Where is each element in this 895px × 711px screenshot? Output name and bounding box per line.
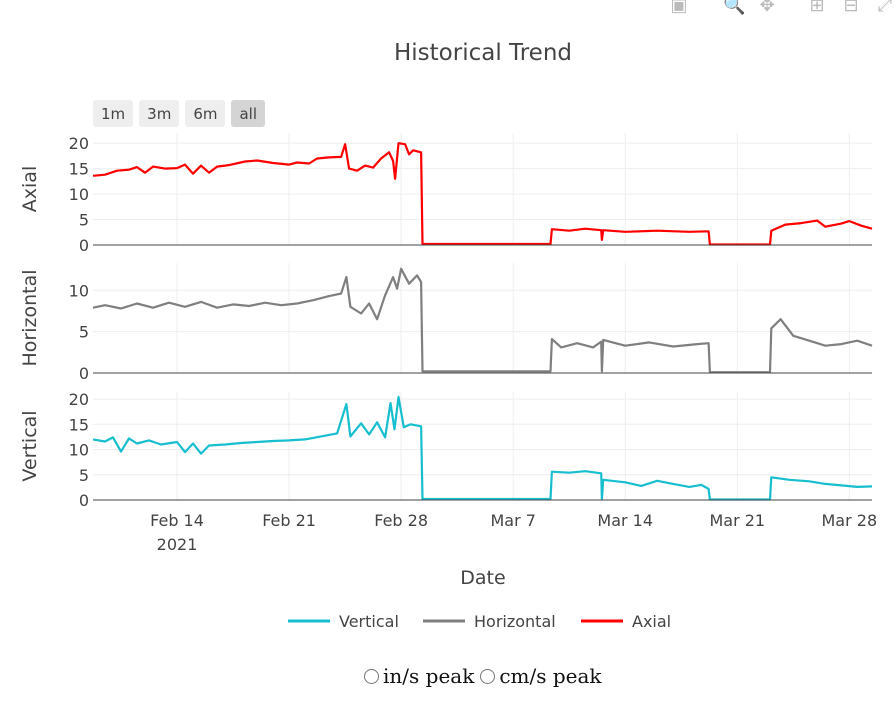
radio-in-per-s[interactable]: in/s peak	[364, 664, 474, 688]
x-tick-label: Feb 28	[374, 511, 428, 530]
series-lines	[92, 142, 873, 501]
y-tick-label: 0	[79, 236, 89, 255]
series-line-vertical	[92, 395, 873, 501]
grid	[93, 133, 872, 500]
autoscale-icon[interactable]: ⤢	[877, 0, 893, 16]
pan-icon[interactable]: ✥	[759, 0, 775, 16]
zoom-in-icon[interactable]: ⊞	[809, 0, 825, 16]
legend-item-horizontal[interactable]: Horizontal	[474, 612, 556, 631]
radio-cm-per-s[interactable]: cm/s peak	[480, 664, 602, 688]
y-axis-title-axial: Axial	[19, 166, 41, 212]
y-tick-label: 20	[69, 390, 89, 409]
x-axis-title: Date	[460, 567, 505, 589]
range-button-6m[interactable]: 6m	[185, 100, 226, 127]
radio-cm-per-s-input[interactable]	[480, 668, 496, 684]
radio-cm-per-s-label: cm/s peak	[499, 664, 602, 688]
x-tick-sublabel: 2021	[157, 535, 198, 554]
radio-in-per-s-input[interactable]	[364, 668, 379, 684]
x-tick-label: Mar 14	[597, 511, 653, 530]
y-tick-label: 5	[79, 466, 89, 485]
y-axis-title-vertical: Vertical	[19, 410, 41, 481]
x-tick-label: Mar 21	[709, 511, 765, 530]
y-tick-label: 20	[69, 134, 89, 153]
modebar: ▣ 🔍 ✥ ⊞ ⊟ ⤢	[669, 0, 895, 16]
series-line-horizontal	[92, 267, 873, 374]
x-tick-label: Feb 21	[262, 511, 316, 530]
zoom-out-icon[interactable]: ⊟	[843, 0, 859, 16]
range-button-all[interactable]: all	[231, 100, 265, 127]
y-tick-label: 0	[79, 364, 89, 383]
y-tick-label: 10	[69, 281, 89, 300]
legend: Vertical Horizontal Axial	[288, 612, 671, 631]
camera-icon[interactable]: ▣	[670, 0, 688, 16]
x-tick-label: Mar 7	[490, 511, 535, 530]
chart-title: Historical Trend	[394, 40, 572, 66]
radio-in-per-s-label: in/s peak	[383, 664, 475, 688]
y-tick-label: 15	[69, 160, 89, 179]
range-button-3m[interactable]: 3m	[139, 100, 180, 127]
x-tick-label: Mar 28	[822, 511, 878, 530]
legend-item-axial[interactable]: Axial	[632, 612, 671, 631]
zoom-icon[interactable]: 🔍	[723, 0, 746, 16]
y-axis-title-horizontal: Horizontal	[19, 269, 41, 366]
y-tick-label: 0	[79, 491, 89, 510]
y-tick-label: 5	[79, 211, 89, 230]
y-tick-label: 10	[69, 185, 89, 204]
range-selector: 1m 3m 6m all	[93, 100, 265, 127]
unit-radio-group: in/s peak cm/s peak	[364, 664, 608, 688]
y-tick-label: 5	[79, 323, 89, 342]
y-tick-label: 10	[69, 441, 89, 460]
y-tick-label: 15	[69, 415, 89, 434]
x-tick-label: Feb 14	[150, 511, 204, 530]
legend-item-vertical[interactable]: Vertical	[339, 612, 399, 631]
range-button-1m[interactable]: 1m	[93, 100, 134, 127]
axes: 0 5 10 15 20 Axial 0 5 10 Horizontal 0 5 10 15 20 Verti…	[19, 134, 877, 554]
